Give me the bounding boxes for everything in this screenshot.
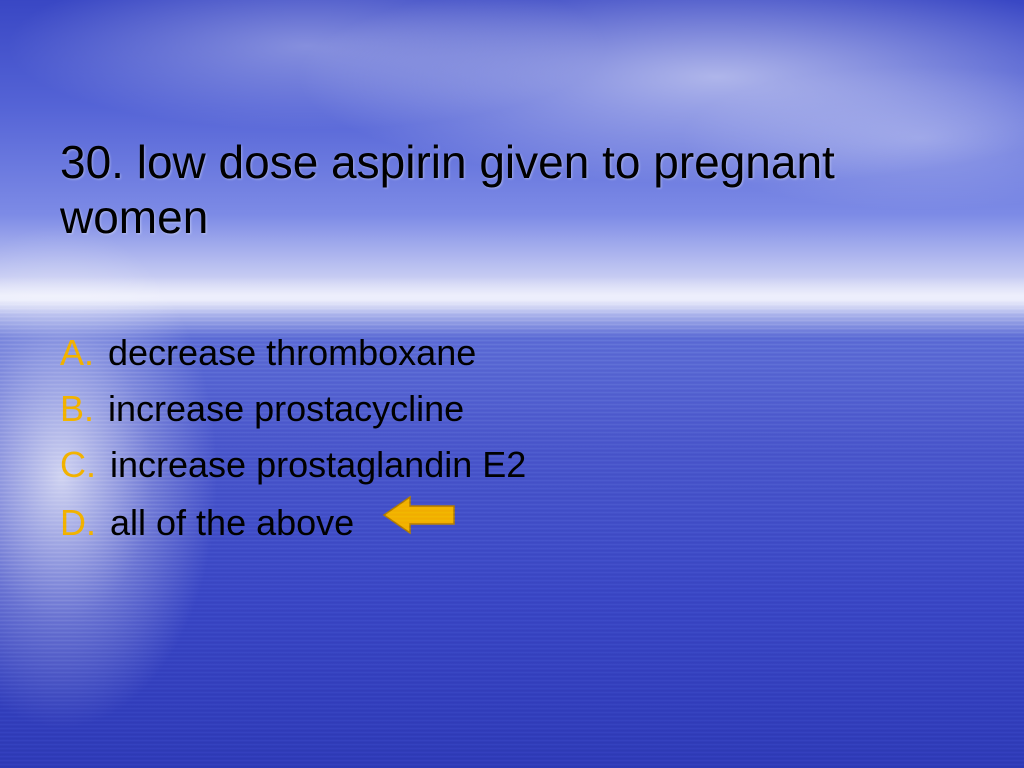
option-text: all of the above — [110, 495, 354, 551]
option-letter: B. — [60, 381, 94, 437]
option-text: decrease thromboxane — [108, 325, 476, 381]
option-letter: D. — [60, 495, 96, 551]
slide-background: 30. low dose aspirin given to pregnant w… — [0, 0, 1024, 768]
option-c: C. increase prostaglandin E2 — [60, 437, 944, 493]
option-text: increase prostacycline — [108, 381, 464, 437]
slide-content: 30. low dose aspirin given to pregnant w… — [60, 135, 944, 553]
option-text: increase prostaglandin E2 — [110, 437, 526, 493]
option-letter: C. — [60, 437, 96, 493]
option-letter: A. — [60, 325, 94, 381]
option-d: D. all of the above — [60, 493, 944, 553]
options-list: A. decrease thromboxane B. increase pros… — [60, 325, 944, 552]
option-b: B. increase prostacycline — [60, 381, 944, 437]
answer-arrow-icon — [382, 493, 456, 553]
option-a: A. decrease thromboxane — [60, 325, 944, 381]
question-title: 30. low dose aspirin given to pregnant w… — [60, 135, 880, 245]
